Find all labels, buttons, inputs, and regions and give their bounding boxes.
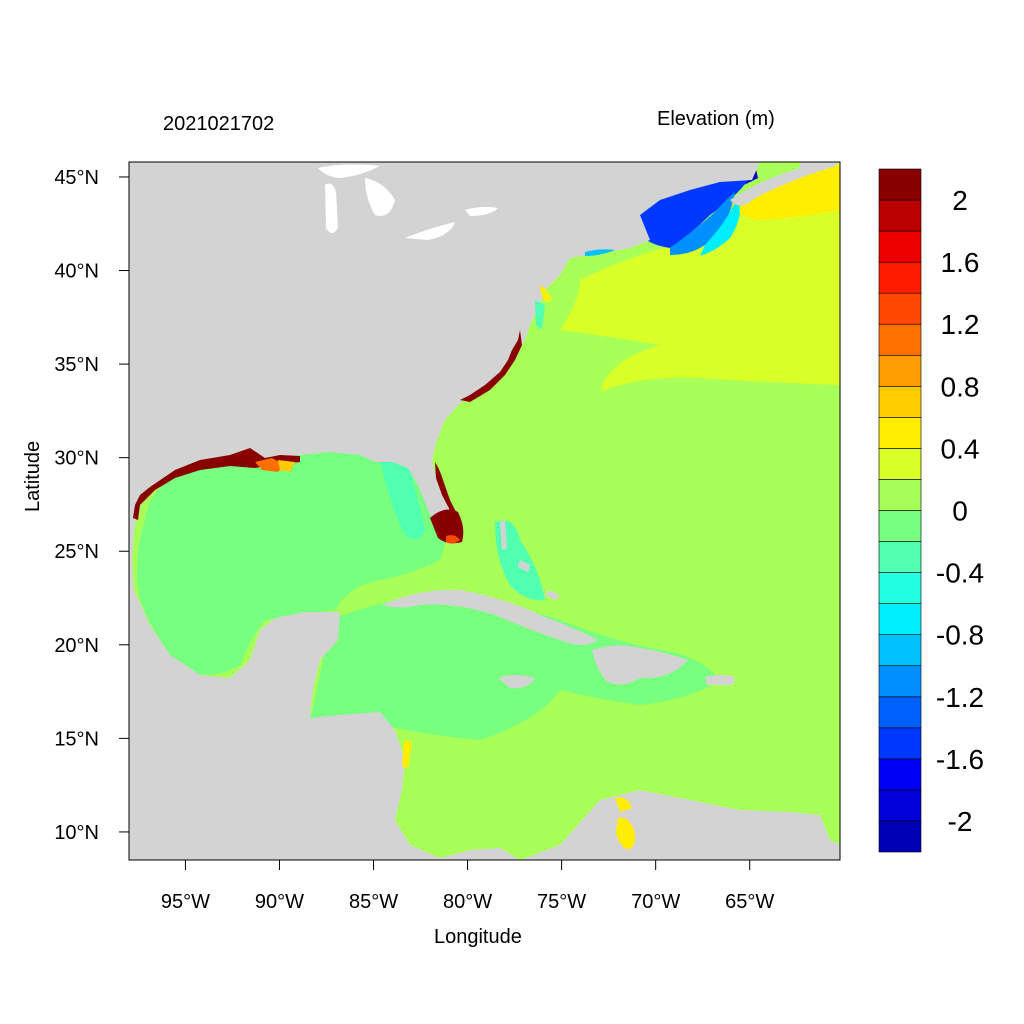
y-tick-label: 25°N (54, 541, 99, 563)
colorbar-label: 0 (952, 496, 968, 527)
plot-frame (128, 161, 841, 861)
colorbar-swatch (878, 696, 922, 729)
colorbar-swatch (878, 386, 922, 418)
colorbar-swatch (878, 261, 922, 294)
gulf-coast-surge (133, 448, 300, 520)
colorbar-label: -0.4 (936, 558, 984, 589)
gulf-of-maine-anomaly-fringe (700, 198, 740, 256)
colorbar-swatch (878, 510, 922, 542)
florida-keys-surge (446, 535, 460, 544)
y-tick-label: 15°N (54, 728, 99, 750)
y-axis-ticks: 45°N 40°N 35°N 30°N 25°N 20°N 15°N 10°N (54, 167, 129, 844)
louisiana-surge-orange (255, 458, 285, 472)
colorbar-label: -2 (948, 806, 973, 837)
y-tick-label: 35°N (54, 354, 99, 376)
lake-ontario (465, 206, 498, 216)
colorbar-label: -1.6 (936, 744, 984, 775)
lake-michigan (325, 183, 338, 233)
colorbar-swatch (878, 323, 922, 356)
x-tick-label: 90°W (255, 891, 304, 913)
east-coast-surge (460, 330, 522, 402)
colorbar-swatch (878, 758, 922, 791)
colorbar-swatch (878, 603, 922, 635)
colorbar-swatch (878, 572, 922, 604)
west-florida-shelf-field (380, 458, 425, 539)
delaware-anomaly (535, 300, 545, 330)
colorbar-swatch (878, 727, 922, 760)
x-tick-label: 70°W (631, 891, 680, 913)
y-tick-label: 10°N (54, 822, 99, 844)
chesapeake-anomaly (540, 285, 552, 302)
colorbar-swatch (878, 292, 922, 325)
hispaniola-land (592, 645, 688, 685)
map-area (129, 162, 840, 860)
nova-scotia-shelf-field (730, 165, 840, 220)
lake-maracaibo (616, 817, 636, 850)
colorbar-label: 1.6 (941, 247, 980, 278)
y-tick-label: 20°N (54, 635, 99, 657)
variable-title: Elevation (m) (657, 108, 775, 130)
colorbar: -2 -1.6 -1.2 -0.8 -0.4 0 0.4 0.8 1.2 1.6 2 (878, 168, 984, 853)
y-tick-label: 40°N (54, 261, 99, 283)
long-island-sound-anomaly (585, 249, 615, 256)
nova-scotia-land (730, 162, 840, 206)
colorbar-swatch (878, 417, 922, 449)
louisiana-surge-yellow (278, 460, 295, 472)
colorbar-swatch (878, 230, 922, 263)
lake-erie (405, 222, 455, 240)
colorbar-label: -1.2 (936, 682, 984, 713)
plot-timestamp-title: 2021021702 (163, 113, 275, 135)
colorbar-swatch (878, 199, 922, 232)
y-tick-label: 45°N (54, 167, 99, 189)
colorbar-swatch (878, 479, 922, 511)
colorbar-swatch (878, 665, 922, 698)
x-tick-label: 95°W (161, 891, 210, 913)
puerto-rico-land (705, 675, 735, 685)
jamaica-land (498, 675, 535, 689)
colorbar-swatch (878, 541, 922, 573)
florida-east-coast-surge (435, 462, 456, 514)
south-america-land (520, 790, 840, 860)
gulf-of-venezuela (615, 797, 632, 812)
gulf-of-maine-anomaly (640, 170, 755, 248)
colorbar-swatch (878, 168, 922, 201)
gulf-of-maine-anomaly-edge (670, 192, 735, 255)
colorbar-label: -0.8 (936, 620, 984, 651)
x-tick-label: 80°W (443, 891, 492, 913)
colorbar-label: 1.2 (941, 309, 980, 340)
cuba-land (382, 589, 598, 645)
y-tick-label: 30°N (54, 448, 99, 470)
colorbar-swatch (878, 820, 922, 853)
yucatan-channel-anomaly (402, 740, 412, 768)
x-tick-label: 65°W (725, 891, 774, 913)
lake-superior (318, 164, 380, 178)
colorbar-swatch (878, 354, 922, 387)
gulf-of-mexico-field (136, 451, 445, 675)
colorbar-swatch (878, 634, 922, 667)
x-tick-label: 75°W (537, 891, 586, 913)
x-axis-ticks: 95°W 90°W 85°W 80°W 75°W 70°W 65°W (161, 860, 774, 913)
south-florida-surge (430, 509, 464, 544)
colorbar-label: 0.8 (941, 371, 980, 402)
colorbar-label: 0.4 (941, 433, 980, 464)
great-lakes (318, 164, 498, 240)
colorbar-label: 2 (952, 185, 968, 216)
x-tick-label: 85°W (349, 891, 398, 913)
lake-huron (365, 178, 395, 216)
caribbean-field (310, 595, 720, 740)
northeast-elevated-field (560, 162, 840, 392)
colorbar-swatch (878, 789, 922, 822)
x-axis-label: Longitude (434, 926, 522, 948)
colorbar-swatch (878, 448, 922, 480)
